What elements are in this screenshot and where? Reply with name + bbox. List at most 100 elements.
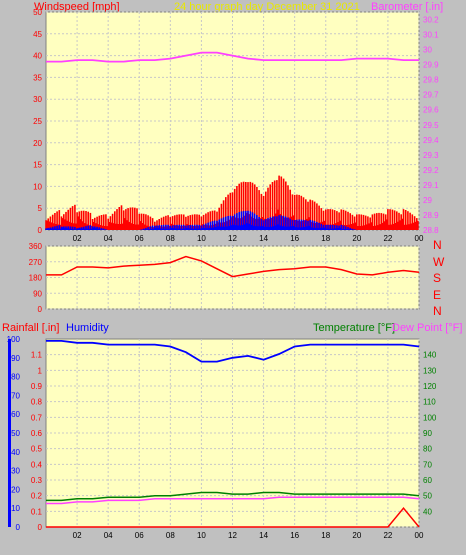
x-tick-label: 20 [352,531,361,540]
y-tick-label: 40 [11,448,20,457]
x-tick-label: 18 [321,234,330,243]
y-tick-label: 180 [29,274,43,283]
cardinal-n-bottom: N [433,304,442,318]
y-tick-label: 90 [11,354,20,363]
rainfall-line [46,507,420,528]
x-tick-label: 06 [135,234,144,243]
x-tick-label: 14 [259,234,268,243]
barometer-axis: 28.8 28.9 29 29.1 29.2 29.3 29.4 29.5 29.6 29.7 29… [423,16,439,235]
y-tick-label: 20 [11,485,20,494]
y-tick-label: 0.7 [31,413,43,422]
x-tick-label: 04 [104,531,113,540]
temp-time-axis: 02 04 06 08 10 12 14 16 18 20 22 00 [73,531,424,540]
cardinal-s: S [433,271,441,285]
x-tick-label: 22 [383,531,392,540]
y-tick-label: 90 [33,289,42,298]
wind-baro-series [45,51,419,230]
x-tick-label: 22 [383,234,392,243]
y-tick-label: 10 [11,504,20,513]
y-tick-label: 30 [423,46,432,55]
direction-series [46,255,420,278]
y-tick-label: 100 [423,413,437,422]
cardinal-n-top: N [433,238,442,252]
y-tick-label: 20 [33,139,42,148]
x-tick-label: 02 [73,234,82,243]
y-tick-label: 40 [423,507,432,516]
x-tick-label: 08 [166,234,175,243]
y-tick-label: 50 [33,8,42,17]
wind-baro-grid [46,11,420,231]
y-tick-label: 70 [423,460,432,469]
y-tick-label: 45 [33,30,42,39]
x-tick-label: 02 [73,531,82,540]
y-tick-label: 0.9 [31,382,43,391]
y-tick-label: 0.3 [31,476,43,485]
y-tick-label: 0.8 [31,398,43,407]
y-tick-label: 29.8 [423,76,439,85]
y-tick-label: 0 [38,523,43,532]
y-tick-label: 25 [33,117,42,126]
y-tick-label: 0 [38,226,43,235]
rainfall-axis: 0 0.1 0.2 0.3 0.4 0.5 0.6 0.7 0.8 0.9 1 1.1 [31,351,43,532]
y-tick-label: 360 [29,242,43,251]
y-tick-label: 29.1 [423,181,439,190]
y-tick-label: 29.7 [423,91,439,100]
y-tick-label: 140 [423,351,437,360]
barometer-line [46,51,419,63]
y-tick-label: 90 [423,429,432,438]
y-tick-label: 0 [16,523,21,532]
y-tick-label: 70 [11,391,20,400]
x-tick-label: 04 [104,234,113,243]
y-tick-label: 0.2 [31,492,43,501]
y-tick-label: 30.2 [423,16,439,25]
windspeed-label: Windspeed [mph] [34,1,120,13]
y-tick-label: 0.5 [31,445,43,454]
y-tick-label: 15 [33,161,42,170]
y-tick-label: 270 [29,258,43,267]
y-tick-label: 40 [33,52,42,61]
x-tick-label: 12 [228,531,237,540]
windspeed-axis: 0 5 10 15 20 25 30 35 40 45 50 [33,8,42,235]
x-tick-label: 10 [197,234,206,243]
y-tick-label: 5 [38,204,43,213]
x-tick-label: 18 [321,531,330,540]
temperature-axis: 40 50 60 70 80 90 100 110 120 130 140 [423,351,437,517]
y-tick-label: 10 [33,182,42,191]
y-tick-label: 100 [7,335,21,344]
y-tick-label: 80 [423,445,432,454]
dewpoint-label: Dew Point [°F] [392,322,462,334]
y-tick-label: 29.6 [423,106,439,115]
x-tick-label: 20 [352,234,361,243]
y-tick-label: 28.9 [423,211,439,220]
y-tick-label: 29 [423,196,432,205]
y-tick-label: 30 [33,95,42,104]
y-tick-label: 1.1 [31,351,43,360]
y-tick-label: 28.8 [423,226,439,235]
temperature-label: Temperature [°F] [313,322,395,334]
y-tick-label: 50 [11,429,20,438]
y-tick-label: 0.1 [31,507,43,516]
x-tick-label: 14 [259,531,268,540]
direction-axis: 0 90 180 270 360 [29,242,43,314]
dewpoint-line [46,496,420,505]
y-tick-label: 110 [423,398,436,407]
cardinal-w: W [433,255,445,269]
temp-humidity-series [46,339,420,528]
y-tick-label: 80 [11,373,20,382]
wind-time-axis: 02 04 06 08 10 12 14 16 18 20 22 00 [73,234,424,243]
y-tick-label: 0.6 [31,429,43,438]
graph-title: 24 hour graph day December 31 2021 [174,1,360,13]
y-tick-label: 60 [423,476,432,485]
y-tick-label: 50 [423,492,432,501]
y-tick-label: 29.9 [423,61,439,70]
y-tick-label: 60 [11,410,20,419]
x-tick-label: 12 [228,234,237,243]
y-tick-label: 35 [33,73,42,82]
rainfall-label: Rainfall [.in] [2,322,59,334]
barometer-label: Barometer [.in] [371,1,443,13]
y-tick-label: 29.2 [423,166,439,175]
y-tick-label: 30 [11,467,20,476]
humidity-label: Humidity [66,322,109,334]
y-tick-label: 29.5 [423,121,439,130]
